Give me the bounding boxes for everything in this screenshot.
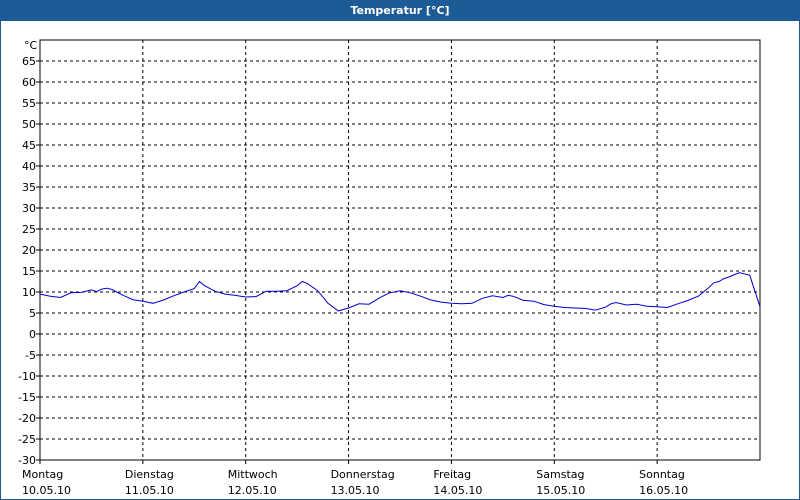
y-axis-ticks: 65605550454035302520151050-5-10-15-20-25… <box>18 55 40 467</box>
x-axis-ticks: Montag 10.05.10 Dienstag 11.05.10 Mittwoch 12… <box>22 460 688 497</box>
y-tick-label-11: 10 <box>22 286 36 299</box>
x-tick-day-2: Mittwoch <box>228 468 278 481</box>
y-tick-label-13: 0 <box>29 328 36 341</box>
x-tick-date-1: 11.05.10 <box>125 484 174 497</box>
y-tick-label-18: -25 <box>18 433 36 446</box>
x-tick-date-2: 12.05.10 <box>228 484 277 497</box>
x-tick-date-4: 14.05.10 <box>433 484 482 497</box>
x-tick-date-6: 16.05.10 <box>639 484 688 497</box>
x-tick-day-6: Sonntag <box>639 468 685 481</box>
x-tick-date-3: 13.05.10 <box>331 484 380 497</box>
y-tick-label-1: 60 <box>22 76 36 89</box>
grid <box>40 40 760 460</box>
y-axis-unit: °C <box>24 39 38 52</box>
y-tick-label-15: -10 <box>18 370 36 383</box>
y-tick-label-14: -5 <box>25 349 36 362</box>
x-tick-day-5: Samstag <box>536 468 584 481</box>
y-tick-label-2: 55 <box>22 97 36 110</box>
y-tick-label-4: 45 <box>22 139 36 152</box>
y-tick-label-19: -30 <box>18 454 36 467</box>
series-group <box>39 272 761 312</box>
y-tick-label-5: 40 <box>22 160 36 173</box>
y-tick-label-9: 20 <box>22 244 36 257</box>
x-tick-day-1: Dienstag <box>125 468 174 481</box>
x-tick-day-3: Donnerstag <box>331 468 395 481</box>
y-tick-label-0: 65 <box>22 55 36 68</box>
y-tick-label-17: -20 <box>18 412 36 425</box>
y-tick-label-12: 5 <box>29 307 36 320</box>
x-tick-day-0: Montag <box>22 468 63 481</box>
y-tick-label-6: 35 <box>22 181 36 194</box>
y-tick-label-10: 15 <box>22 265 36 278</box>
y-tick-label-16: -15 <box>18 391 36 404</box>
x-tick-date-5: 15.05.10 <box>536 484 585 497</box>
y-tick-label-8: 25 <box>22 223 36 236</box>
series-line-0 <box>39 272 761 312</box>
chart-title: Temperatur [°C] <box>1 1 799 21</box>
y-tick-label-7: 30 <box>22 202 36 215</box>
x-tick-date-0: 10.05.10 <box>22 484 71 497</box>
x-tick-day-4: Freitag <box>433 468 471 481</box>
y-tick-label-3: 50 <box>22 118 36 131</box>
